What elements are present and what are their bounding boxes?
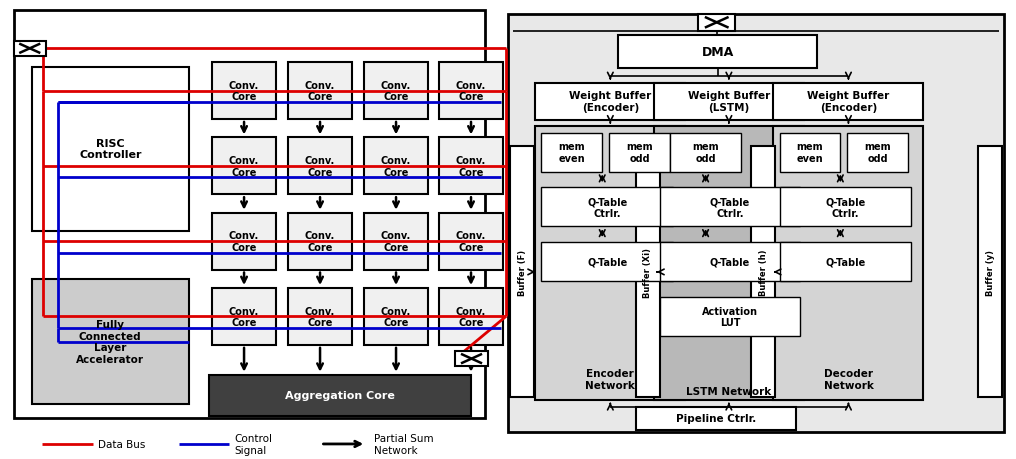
Bar: [773, 127, 924, 400]
Text: Fully
Connected
Layer
Accelerator: Fully Connected Layer Accelerator: [76, 319, 144, 364]
Text: Q-Table: Q-Table: [825, 257, 866, 267]
Bar: [535, 127, 686, 400]
Bar: [619, 36, 817, 69]
Bar: [660, 297, 800, 336]
Bar: [636, 407, 796, 431]
Text: Control
Signal: Control Signal: [235, 433, 272, 455]
Text: Weight Buffer
(Encoder): Weight Buffer (Encoder): [808, 91, 890, 113]
Text: Conv.
Core: Conv. Core: [229, 156, 259, 177]
Bar: [508, 15, 1005, 432]
Text: Data Bus: Data Bus: [98, 439, 145, 449]
Text: Pipeline Ctrlr.: Pipeline Ctrlr.: [676, 414, 756, 424]
Bar: [364, 138, 428, 195]
Text: LSTM Network: LSTM Network: [686, 386, 771, 397]
Bar: [31, 279, 189, 404]
Bar: [439, 63, 503, 120]
Text: mem
even: mem even: [797, 142, 823, 163]
Text: Q-Table: Q-Table: [587, 257, 628, 267]
Bar: [439, 213, 503, 270]
Text: mem
odd: mem odd: [865, 142, 891, 163]
Bar: [660, 243, 800, 281]
Text: Conv.
Core: Conv. Core: [229, 80, 259, 102]
Bar: [31, 67, 189, 231]
Text: Q-Table
Ctrlr.: Q-Table Ctrlr.: [710, 196, 750, 218]
Bar: [364, 213, 428, 270]
Text: Conv.
Core: Conv. Core: [381, 231, 411, 252]
Text: Conv.
Core: Conv. Core: [456, 156, 486, 177]
Text: Q-Table: Q-Table: [710, 257, 750, 267]
Text: Conv.
Core: Conv. Core: [305, 156, 335, 177]
Bar: [289, 213, 352, 270]
Text: Conv.
Core: Conv. Core: [305, 306, 335, 327]
Bar: [289, 63, 352, 120]
Bar: [212, 288, 276, 345]
Bar: [671, 134, 741, 172]
Text: Buffer (y): Buffer (y): [986, 249, 995, 295]
Text: Decoder
Network: Decoder Network: [824, 369, 874, 390]
Bar: [654, 84, 804, 121]
Bar: [610, 134, 671, 172]
Text: Conv.
Core: Conv. Core: [229, 231, 259, 252]
Bar: [364, 288, 428, 345]
Text: Weight Buffer
(Encoder): Weight Buffer (Encoder): [569, 91, 651, 113]
Text: Aggregation Core: Aggregation Core: [284, 390, 395, 400]
Bar: [542, 243, 674, 281]
Bar: [209, 375, 470, 416]
Text: Q-Table
Ctrlr.: Q-Table Ctrlr.: [825, 196, 866, 218]
Bar: [751, 147, 775, 397]
Text: Conv.
Core: Conv. Core: [381, 306, 411, 327]
Text: mem
odd: mem odd: [692, 142, 719, 163]
Bar: [439, 288, 503, 345]
Text: Buffer (Xi): Buffer (Xi): [643, 247, 652, 297]
Text: Conv.
Core: Conv. Core: [456, 80, 486, 102]
Bar: [698, 15, 735, 31]
Bar: [654, 127, 804, 400]
Bar: [535, 84, 686, 121]
Bar: [779, 134, 840, 172]
Text: Q-Table
Ctrlr.: Q-Table Ctrlr.: [587, 196, 628, 218]
Bar: [510, 147, 534, 397]
Bar: [289, 288, 352, 345]
Bar: [289, 138, 352, 195]
Bar: [542, 134, 602, 172]
Bar: [364, 63, 428, 120]
Text: Weight Buffer
(LSTM): Weight Buffer (LSTM): [688, 91, 770, 113]
Bar: [212, 63, 276, 120]
Text: mem
even: mem even: [559, 142, 585, 163]
Text: Conv.
Core: Conv. Core: [381, 80, 411, 102]
Text: Buffer (h): Buffer (h): [759, 249, 768, 296]
Bar: [779, 188, 911, 227]
Bar: [773, 84, 924, 121]
Bar: [439, 138, 503, 195]
Text: Conv.
Core: Conv. Core: [456, 306, 486, 327]
Text: Conv.
Core: Conv. Core: [305, 80, 335, 102]
Text: Buffer (F): Buffer (F): [518, 249, 526, 295]
Bar: [212, 213, 276, 270]
Text: Activation
LUT: Activation LUT: [702, 306, 758, 327]
Bar: [636, 147, 660, 397]
Bar: [13, 42, 46, 56]
Bar: [660, 188, 800, 227]
Text: Encoder
Network: Encoder Network: [585, 369, 635, 390]
Bar: [779, 243, 911, 281]
Bar: [542, 188, 674, 227]
Text: Conv.
Core: Conv. Core: [305, 231, 335, 252]
Text: Partial Sum
Network: Partial Sum Network: [374, 433, 434, 455]
Bar: [212, 138, 276, 195]
Text: Conv.
Core: Conv. Core: [381, 156, 411, 177]
Text: RISC
Controller: RISC Controller: [79, 139, 141, 160]
Bar: [847, 134, 908, 172]
Bar: [13, 11, 485, 418]
Bar: [455, 352, 488, 366]
Text: DMA: DMA: [702, 46, 734, 59]
Text: Conv.
Core: Conv. Core: [456, 231, 486, 252]
Text: mem
odd: mem odd: [627, 142, 653, 163]
Text: Conv.
Core: Conv. Core: [229, 306, 259, 327]
Bar: [978, 147, 1003, 397]
